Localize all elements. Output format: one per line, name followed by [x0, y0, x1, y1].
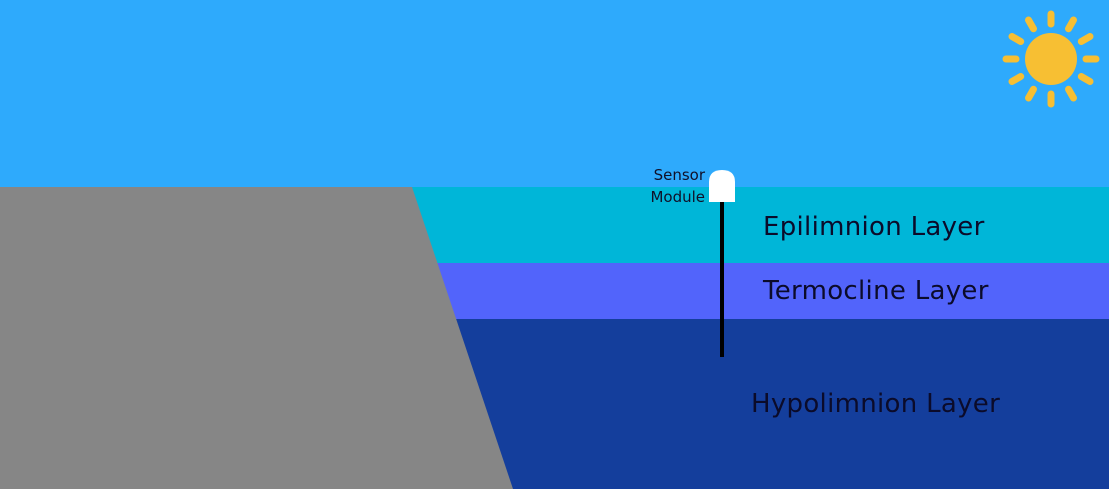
- sensor-label-line1: Sensor: [653, 166, 705, 184]
- sensor-pole: [720, 199, 724, 357]
- thermocline-label: Termocline Layer: [763, 276, 989, 306]
- sun-ray: [1065, 85, 1077, 102]
- sun-ray: [1008, 73, 1025, 85]
- sky: [0, 0, 1109, 187]
- sun-ray: [1008, 33, 1025, 45]
- sun-ray: [1077, 73, 1094, 85]
- sun-ray: [1025, 16, 1037, 33]
- sun-ray: [1025, 85, 1037, 102]
- hypolimnion-label: Hypolimnion Layer: [751, 389, 1001, 419]
- epilimnion-label: Epilimnion Layer: [763, 212, 985, 242]
- sensor-module: [709, 170, 735, 202]
- sensor-module-label: Sensor Module: [650, 164, 705, 208]
- sensor-label-line2: Module: [650, 188, 705, 206]
- sensor-module-icon: [709, 170, 735, 357]
- sun-ray: [1065, 16, 1077, 33]
- sun-icon: [1002, 10, 1100, 108]
- sun-ray: [1077, 33, 1094, 45]
- shore-bank: [0, 187, 513, 489]
